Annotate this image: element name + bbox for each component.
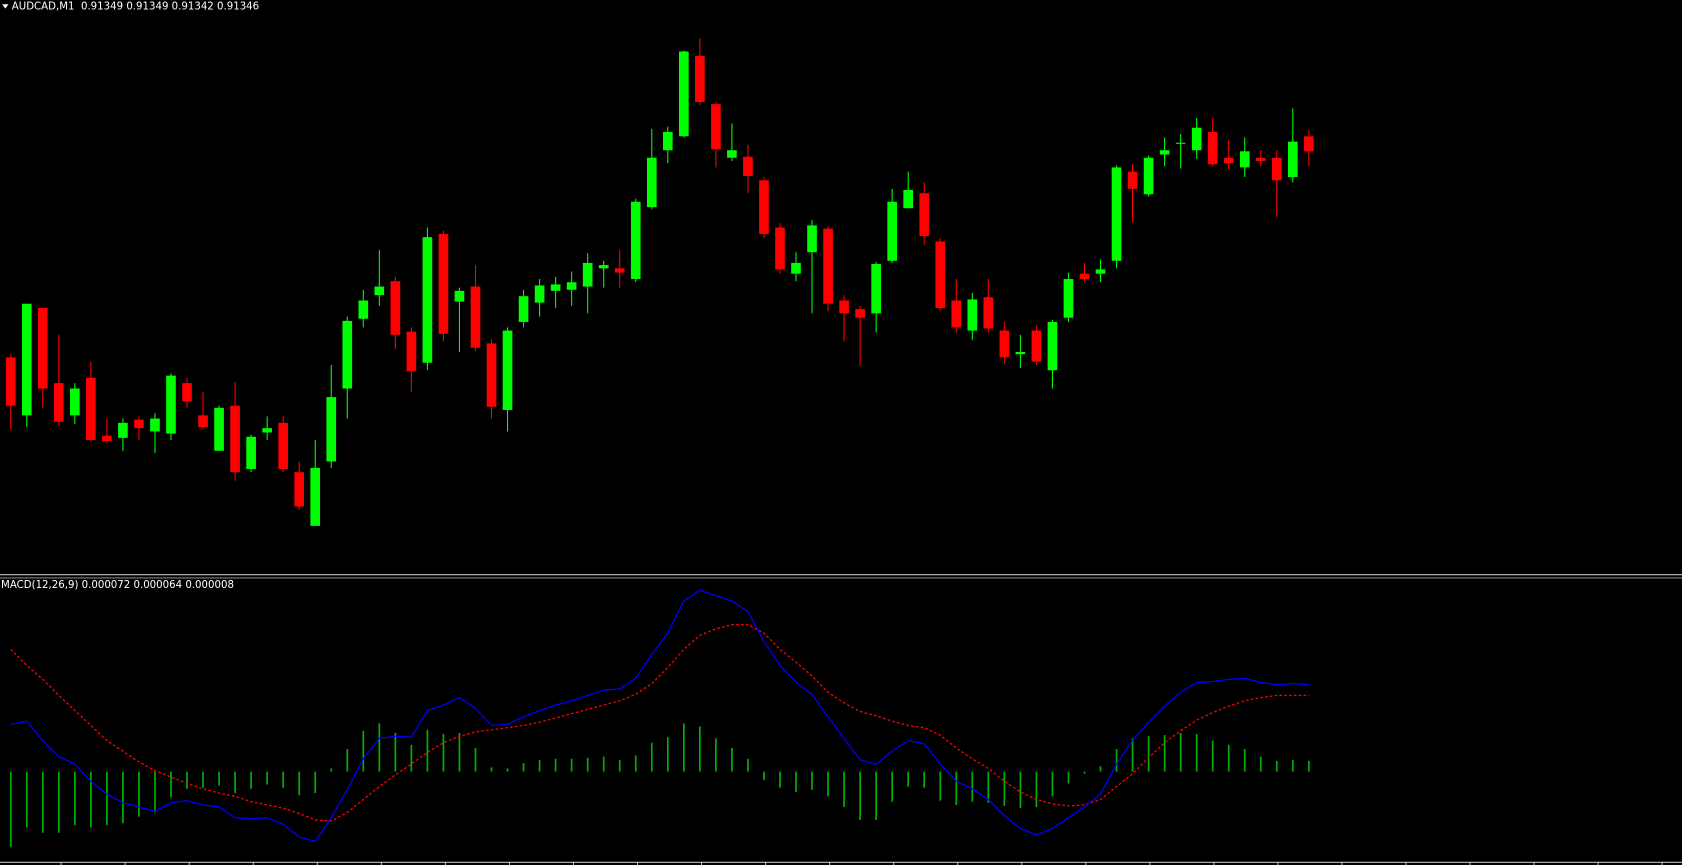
candle-body — [646, 157, 657, 208]
candle-body — [53, 383, 64, 422]
candle-body — [791, 262, 801, 274]
menu-arrow[interactable] — [2, 4, 9, 9]
candle-body — [1127, 171, 1138, 189]
candle-body — [903, 189, 914, 209]
candle-body — [1255, 157, 1266, 161]
candle-body — [86, 377, 96, 441]
candle-body — [278, 422, 288, 469]
candle-body — [711, 104, 721, 150]
candle-body — [935, 241, 946, 309]
candle-body — [262, 428, 272, 433]
candle-body — [550, 284, 561, 291]
candle-body — [1191, 127, 1202, 151]
candle-body — [1207, 132, 1218, 165]
candle-body — [967, 299, 978, 331]
candle-body — [662, 132, 673, 151]
symbol-header: AUDCAD,M1 0.91349 0.91349 0.91342 0.9134… — [12, 1, 259, 12]
candle-body — [21, 303, 32, 416]
candle-body — [1304, 136, 1314, 152]
candle-body — [422, 237, 433, 363]
candle-body — [518, 296, 529, 322]
time-axis-ticks — [60, 861, 1663, 865]
candle-body — [951, 300, 962, 328]
candle-body — [1271, 157, 1282, 181]
candle-body — [887, 201, 897, 261]
indicator-header: MACD(12,26,9) 0.000072 0.000064 0.000008 — [1, 580, 234, 591]
signal-line — [10, 623, 1309, 822]
candle-body — [1223, 157, 1234, 164]
candle-body — [294, 472, 305, 507]
candle-body — [102, 435, 112, 442]
candle-body — [1031, 330, 1042, 362]
candle-body — [198, 415, 208, 428]
candle-body — [37, 308, 48, 389]
candle-body — [1015, 352, 1026, 355]
candle-body — [566, 282, 577, 290]
candle-body — [310, 467, 321, 526]
candle-body — [743, 156, 753, 177]
candle-body — [1095, 269, 1106, 274]
candle-body — [839, 300, 849, 314]
candle-body — [454, 290, 465, 302]
candle-body — [823, 228, 833, 304]
candle-body — [374, 286, 385, 296]
candle-body — [807, 225, 817, 253]
candle-body — [1239, 151, 1250, 168]
candle-body — [166, 375, 176, 434]
candle-body — [1079, 273, 1090, 280]
candle-body — [502, 330, 513, 410]
candle-body — [118, 422, 128, 438]
candle-body — [134, 419, 144, 429]
macd-line — [10, 589, 1309, 843]
candle-body — [999, 330, 1010, 358]
candle-body — [983, 297, 994, 329]
candle-body — [150, 418, 160, 432]
candle-body — [775, 227, 785, 270]
candle-body — [1159, 150, 1170, 155]
candle-body — [70, 388, 80, 416]
candle-body — [855, 309, 865, 318]
candle-body — [406, 331, 417, 372]
candle-body — [438, 233, 449, 334]
candle-body — [470, 286, 481, 348]
candle-body — [759, 180, 769, 234]
candle-body — [342, 320, 353, 389]
candle-body — [630, 201, 641, 280]
candle-body — [695, 55, 705, 102]
candle-body — [486, 343, 497, 407]
candle-body — [1111, 167, 1122, 261]
candle-body — [230, 405, 240, 473]
candle-body — [1047, 321, 1058, 371]
candle-body — [182, 383, 192, 402]
candle-body — [1063, 279, 1074, 318]
candle-body — [358, 300, 369, 319]
candle-body — [1175, 142, 1186, 144]
candle-body — [534, 285, 545, 303]
candle-body — [246, 436, 256, 469]
candle-body — [1143, 157, 1154, 195]
candle-body — [614, 268, 625, 273]
candle-body — [598, 265, 609, 269]
candle-body — [679, 51, 689, 137]
candle-body — [727, 150, 737, 158]
candle-body — [214, 407, 224, 451]
candle-body — [871, 264, 881, 314]
candle-body — [390, 281, 401, 335]
candle-body — [919, 193, 930, 237]
candle-body — [5, 357, 16, 406]
candle-body — [1287, 141, 1298, 178]
candle-body — [582, 262, 593, 287]
candle-body — [326, 397, 337, 462]
